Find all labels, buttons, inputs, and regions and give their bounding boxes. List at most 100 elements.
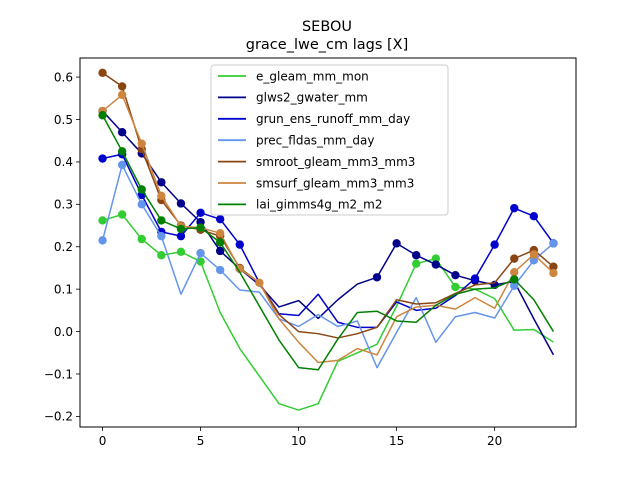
data-point bbox=[157, 191, 166, 201]
y-tick-label: −0.2 bbox=[44, 410, 73, 424]
data-point bbox=[529, 212, 539, 221]
data-point bbox=[117, 147, 127, 156]
data-point bbox=[137, 200, 146, 209]
x-tick-label: 0 bbox=[99, 434, 107, 448]
y-tick-label: −0.1 bbox=[44, 367, 73, 381]
data-point bbox=[470, 274, 480, 283]
data-point bbox=[176, 231, 186, 241]
legend-label: e_gleam_mm_mon bbox=[256, 69, 369, 83]
data-point bbox=[392, 239, 401, 248]
data-point bbox=[510, 254, 519, 263]
legend-label: smroot_gleam_mm3_mm3 bbox=[256, 155, 415, 169]
data-point bbox=[529, 256, 539, 265]
data-point bbox=[196, 248, 205, 258]
legend-entry: grun_ens_runoff_mm_day bbox=[218, 112, 410, 126]
series-lai_gimms4g_m2_m2 bbox=[98, 111, 555, 371]
x-axis: 0 5 10 15 20 bbox=[99, 427, 502, 448]
legend: e_gleam_mm_mon glws2_gwater_mm grun_ens_ru… bbox=[210, 64, 449, 216]
data-point bbox=[117, 160, 127, 170]
data-point bbox=[157, 216, 166, 225]
data-point bbox=[176, 224, 186, 234]
data-point bbox=[117, 82, 127, 91]
chart-subtitle: grace_lwe_cm lags [X] bbox=[246, 37, 409, 53]
data-point bbox=[451, 270, 460, 280]
data-point bbox=[510, 267, 519, 277]
data-point bbox=[215, 228, 225, 238]
y-tick-label: 0.3 bbox=[54, 198, 73, 212]
data-point bbox=[117, 210, 127, 219]
y-tick-label: 0.0 bbox=[54, 325, 73, 339]
legend-entry: e_gleam_mm_mon bbox=[218, 69, 369, 83]
data-point bbox=[157, 251, 166, 260]
chart-title: SEBOU bbox=[302, 19, 352, 35]
series-layer bbox=[98, 68, 558, 411]
y-axis: −0.2 −0.1 0.0 0.1 0.2 0.3 0.4 0.5 0.6 bbox=[44, 70, 80, 424]
data-point bbox=[412, 251, 421, 260]
legend-label: smsurf_gleam_mm3_mm3 bbox=[256, 176, 414, 190]
data-point bbox=[98, 68, 107, 78]
series-line bbox=[102, 94, 554, 364]
data-point bbox=[372, 273, 382, 282]
x-tick-label: 15 bbox=[389, 434, 404, 448]
data-point bbox=[157, 231, 166, 241]
data-point bbox=[235, 264, 244, 273]
legend-entry: smroot_gleam_mm3_mm3 bbox=[218, 155, 415, 169]
legend-entry: glws2_gwater_mm bbox=[218, 91, 368, 105]
data-point bbox=[98, 236, 107, 245]
legend-label: lai_gimms4g_m2_m2 bbox=[256, 198, 383, 212]
legend-entry: prec_fldas_mm_day bbox=[218, 134, 375, 148]
y-tick-label: 0.4 bbox=[54, 155, 73, 169]
y-tick-label: 0.1 bbox=[54, 282, 73, 296]
data-point bbox=[98, 111, 107, 120]
data-point bbox=[510, 203, 519, 213]
x-tick-label: 10 bbox=[291, 434, 306, 448]
data-point bbox=[196, 257, 205, 266]
data-point bbox=[431, 260, 441, 269]
data-point bbox=[176, 247, 186, 257]
data-point bbox=[510, 275, 519, 284]
legend-label: grun_ens_runoff_mm_day bbox=[256, 112, 410, 126]
legend-label: glws2_gwater_mm bbox=[256, 91, 368, 105]
data-point bbox=[510, 281, 519, 290]
data-point bbox=[215, 214, 225, 224]
series-e_gleam_mm_mon bbox=[98, 210, 554, 411]
x-tick-label: 20 bbox=[487, 434, 502, 448]
data-point bbox=[117, 128, 127, 137]
y-tick-label: 0.5 bbox=[54, 113, 73, 127]
data-point bbox=[137, 185, 146, 194]
data-point bbox=[117, 90, 127, 100]
legend-label: prec_fldas_mm_day bbox=[256, 134, 375, 148]
data-point bbox=[529, 250, 539, 259]
y-tick-label: 0.6 bbox=[54, 70, 73, 84]
legend-entry: smsurf_gleam_mm3_mm3 bbox=[218, 176, 414, 190]
data-point bbox=[137, 139, 146, 148]
data-point bbox=[235, 240, 244, 249]
data-point bbox=[215, 265, 225, 275]
data-point bbox=[431, 254, 441, 263]
data-point bbox=[196, 223, 205, 232]
data-point bbox=[157, 178, 166, 187]
data-point bbox=[196, 208, 205, 218]
data-point bbox=[549, 262, 558, 271]
data-point bbox=[451, 282, 460, 292]
plot-area-frame bbox=[79, 57, 577, 428]
data-point bbox=[549, 239, 558, 248]
data-point bbox=[137, 234, 146, 244]
series-line bbox=[101, 164, 554, 369]
x-tick-label: 5 bbox=[197, 434, 205, 448]
data-point bbox=[549, 268, 558, 278]
data-point bbox=[255, 278, 264, 287]
data-point bbox=[98, 216, 107, 225]
data-point bbox=[215, 238, 225, 247]
y-tick-label: 0.2 bbox=[54, 240, 73, 254]
legend-entry: lai_gimms4g_m2_m2 bbox=[218, 198, 383, 212]
data-point bbox=[215, 246, 225, 256]
data-point bbox=[98, 154, 107, 163]
series-line bbox=[102, 213, 554, 411]
legend-box bbox=[210, 64, 449, 216]
data-point bbox=[412, 259, 421, 268]
series-prec_fldas_mm_day bbox=[98, 160, 558, 369]
data-point bbox=[176, 199, 186, 208]
data-point bbox=[490, 240, 499, 249]
